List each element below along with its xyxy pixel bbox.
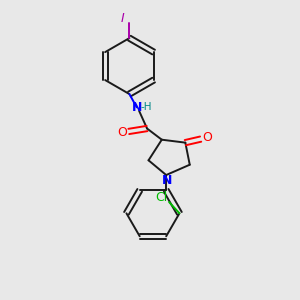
- Text: -H: -H: [141, 102, 152, 112]
- Text: O: O: [117, 126, 127, 140]
- Text: N: N: [162, 174, 172, 187]
- Text: O: O: [202, 131, 212, 144]
- Text: I: I: [121, 12, 125, 25]
- Text: Cl: Cl: [155, 191, 167, 204]
- Text: N: N: [132, 101, 142, 114]
